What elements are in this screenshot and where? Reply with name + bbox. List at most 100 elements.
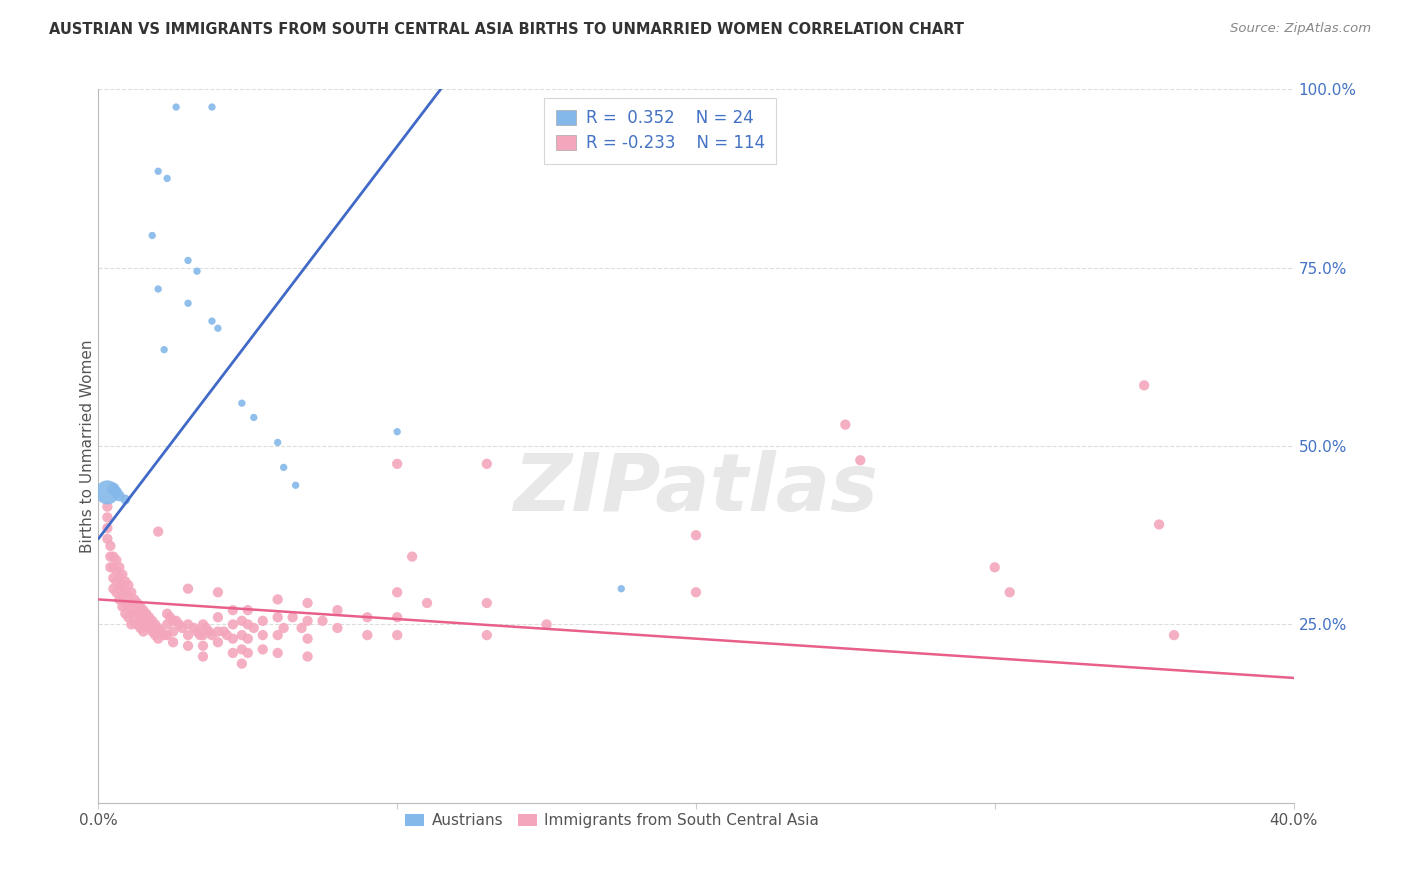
Point [385,610,409,624]
Point [685,585,707,599]
Point [98,539,122,553]
Point [834,417,856,432]
Point [114,492,136,507]
Point [96,500,118,514]
Point [108,489,131,503]
Point [159,610,181,624]
Legend: Austrians, Immigrants from South Central Asia: Austrians, Immigrants from South Central… [399,807,825,834]
Point [222,632,245,646]
Point [148,524,170,539]
Point [96,510,118,524]
Point [475,596,498,610]
Point [114,596,136,610]
Point [356,628,378,642]
Point [117,599,139,614]
Point [212,624,235,639]
Point [243,621,266,635]
Point [267,435,290,450]
Point [183,621,205,635]
Point [475,457,498,471]
Point [281,610,304,624]
Point [108,571,131,585]
Text: ZIPatlas: ZIPatlas [513,450,879,528]
Point [124,614,146,628]
Point [201,314,224,328]
Point [252,614,274,628]
Point [132,614,155,628]
Point [148,621,170,635]
Point [105,485,128,500]
Point [172,621,194,635]
Point [162,635,184,649]
Point [103,560,125,574]
Point [156,607,179,621]
Point [401,549,423,564]
Point [1133,378,1156,392]
Point [105,574,128,589]
Point [207,610,229,624]
Point [156,171,179,186]
Point [984,560,1007,574]
Point [96,532,118,546]
Point [148,164,170,178]
Point [198,624,221,639]
Point [231,396,253,410]
Point [236,632,259,646]
Point [143,617,166,632]
Text: Source: ZipAtlas.com: Source: ZipAtlas.com [1230,22,1371,36]
Point [165,100,187,114]
Point [120,607,142,621]
Point [236,617,259,632]
Point [236,603,259,617]
Point [111,567,134,582]
Point [117,578,139,592]
Point [177,628,200,642]
Point [291,621,314,635]
Point [222,617,245,632]
Point [475,628,498,642]
Point [215,628,238,642]
Point [231,657,253,671]
Point [610,582,633,596]
Point [252,628,274,642]
Point [191,628,214,642]
Point [120,585,142,599]
Point [148,632,170,646]
Point [111,589,134,603]
Point [124,603,146,617]
Point [326,621,349,635]
Point [236,646,259,660]
Point [186,624,208,639]
Point [135,617,157,632]
Point [201,628,224,642]
Point [267,628,290,642]
Y-axis label: Births to Unmarried Women: Births to Unmarried Women [80,339,94,553]
Point [127,607,149,621]
Point [129,621,152,635]
Point [162,624,184,639]
Point [153,628,176,642]
Point [207,635,229,649]
Point [138,610,160,624]
Point [124,592,146,607]
Point [231,614,253,628]
Point [103,571,125,585]
Point [129,599,152,614]
Point [536,617,558,632]
Point [98,560,122,574]
Point [105,585,128,599]
Point [105,564,128,578]
Point [1147,517,1170,532]
Point [141,614,163,628]
Point [132,603,155,617]
Point [1163,628,1185,642]
Point [143,628,166,642]
Point [165,614,187,628]
Point [117,589,139,603]
Point [231,642,253,657]
Point [111,599,134,614]
Point [207,585,229,599]
Point [222,603,245,617]
Point [326,603,349,617]
Point [685,528,707,542]
